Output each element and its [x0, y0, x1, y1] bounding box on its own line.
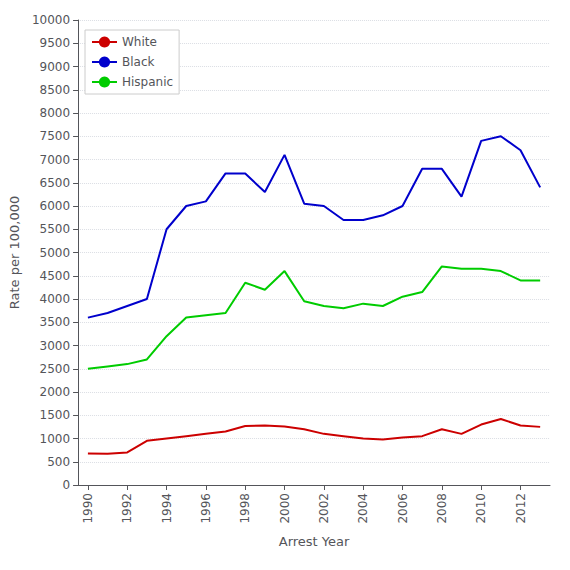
svg-text:7000: 7000 — [40, 153, 71, 167]
svg-text:5500: 5500 — [40, 222, 71, 236]
svg-text:1994: 1994 — [160, 493, 174, 524]
svg-text:9500: 9500 — [40, 36, 71, 50]
svg-text:10000: 10000 — [32, 13, 70, 27]
svg-text:7500: 7500 — [40, 129, 71, 143]
svg-text:8000: 8000 — [40, 106, 71, 120]
svg-text:3500: 3500 — [40, 315, 71, 329]
svg-text:1992: 1992 — [120, 493, 134, 524]
svg-text:3000: 3000 — [40, 339, 71, 353]
svg-text:5000: 5000 — [40, 246, 71, 260]
svg-text:2010: 2010 — [474, 493, 488, 524]
svg-text:500: 500 — [47, 455, 70, 469]
svg-text:2002: 2002 — [317, 493, 331, 524]
svg-text:Arrest Year: Arrest Year — [279, 534, 350, 549]
svg-text:2008: 2008 — [435, 493, 449, 524]
svg-text:0: 0 — [62, 478, 70, 492]
svg-text:6000: 6000 — [40, 199, 71, 213]
svg-text:4500: 4500 — [40, 269, 71, 283]
svg-text:1996: 1996 — [199, 493, 213, 524]
svg-text:1000: 1000 — [40, 432, 71, 446]
svg-text:2004: 2004 — [356, 493, 370, 524]
svg-text:Black: Black — [122, 55, 155, 69]
svg-text:Hispanic: Hispanic — [122, 75, 173, 89]
svg-text:8500: 8500 — [40, 83, 71, 97]
svg-text:1500: 1500 — [40, 408, 71, 422]
svg-text:White: White — [122, 35, 157, 49]
svg-text:Rate per 100,000: Rate per 100,000 — [7, 196, 22, 309]
svg-text:9000: 9000 — [40, 60, 71, 74]
svg-text:6500: 6500 — [40, 176, 71, 190]
svg-text:2000: 2000 — [278, 493, 292, 524]
svg-text:4000: 4000 — [40, 292, 71, 306]
svg-text:2006: 2006 — [396, 493, 410, 524]
svg-text:1998: 1998 — [238, 493, 252, 524]
svg-text:2500: 2500 — [40, 362, 71, 376]
svg-text:2000: 2000 — [40, 385, 71, 399]
svg-text:1990: 1990 — [81, 493, 95, 524]
svg-text:2012: 2012 — [514, 493, 528, 524]
